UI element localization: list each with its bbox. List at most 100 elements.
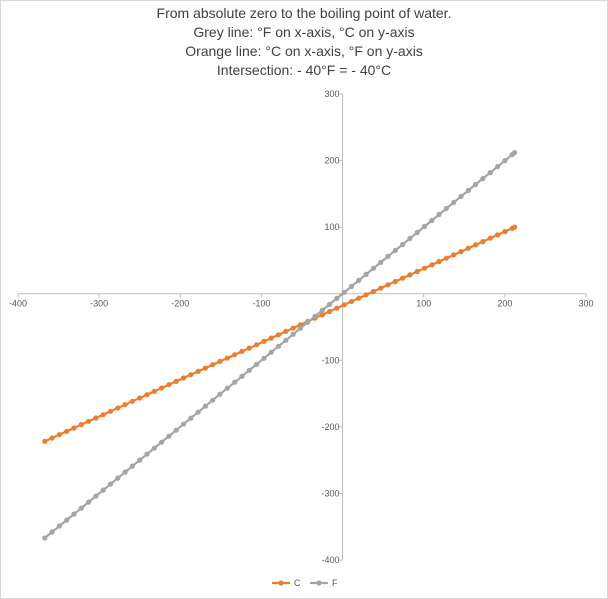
data-point-C [334,305,340,311]
data-point-F [451,199,457,206]
data-point-C [407,272,413,278]
data-point-F [122,469,128,475]
data-point-C [327,308,333,315]
data-point-C [261,338,267,344]
data-point-C [400,275,406,281]
data-point-C [151,388,157,394]
data-point-F [378,259,384,265]
data-point-C [217,358,223,364]
data-point-C [64,428,70,434]
data-point-C [137,395,143,401]
data-point-F [166,433,172,439]
data-point-F [71,511,77,517]
data-point-F [312,313,318,319]
data-point-C [392,278,398,285]
data-point-F [195,409,201,415]
legend-marker-C [278,580,284,586]
data-point-F [414,229,420,236]
y-tick-label: -200 [322,422,340,432]
data-point-C [275,332,282,338]
axes: -400 -300 -200 -100 100 200 300 -400 -300 -200 -10… [9,89,594,565]
data-point-C [421,265,428,271]
data-point-F [436,211,442,218]
data-point-F [400,241,406,248]
title-line-1: From absolute zero to the boiling point … [156,5,452,21]
data-point-C [378,285,384,291]
y-tick-label: 300 [325,89,340,99]
data-point-C [246,345,252,351]
data-point-F [268,349,274,355]
data-point-C [319,312,325,318]
data-point-F [290,331,296,337]
data-point-F [254,361,260,367]
data-point-F [283,337,289,343]
data-point-C [348,298,355,305]
data-point-F [275,343,282,349]
data-point-C [129,398,135,404]
data-point-F [305,319,311,325]
y-tick-label: -400 [322,555,340,565]
data-point-C [480,239,486,245]
data-point-F [341,289,347,295]
data-point-F [232,379,238,385]
data-point-C [385,282,391,288]
title-line-4: Intersection: - 40°F = - 40°C [216,62,392,78]
data-point-C [100,412,106,418]
data-point-F [502,158,508,164]
data-point-C [487,235,493,241]
data-point-F [159,439,165,445]
data-point-F [129,463,135,469]
data-point-C [436,258,442,265]
data-point-F [246,367,252,373]
data-point-C [115,405,121,411]
data-point-C [188,372,194,378]
data-point-C [290,325,296,331]
data-point-F [93,493,99,499]
data-point-F [239,373,245,379]
legend-marker-F [316,580,322,586]
data-point-F [137,457,143,463]
data-point-F [42,535,48,541]
data-point-C [458,249,464,255]
x-tick-label: -100 [252,299,270,309]
data-point-C [42,438,48,444]
data-point-F [144,451,150,457]
data-point-C [370,288,376,295]
data-point-C [511,224,518,230]
data-point-C [232,352,238,358]
data-point-F [327,301,333,307]
data-point-F [487,170,493,176]
data-point-C [502,229,508,235]
data-point-C [159,385,165,391]
data-point-F [473,181,479,188]
data-point-F [370,265,376,271]
data-point-C [495,232,501,238]
data-point-F [297,325,303,331]
data-point-F [107,481,114,487]
data-point-F [188,415,194,421]
data-point-F [261,355,267,361]
x-tick-label: 100 [416,299,431,309]
y-tick-label: 200 [325,156,340,166]
y-tick-label: 100 [325,222,340,232]
x-tick-label: 300 [578,299,593,309]
data-point-F [86,499,92,505]
chart-title: From absolute zero to the boiling point … [0,4,608,80]
data-point-F [100,487,106,493]
data-point-F [217,391,223,397]
data-point-C [78,422,84,428]
data-point-F [511,150,518,156]
data-point-F [495,164,501,170]
data-point-F [78,505,84,511]
data-point-F [392,247,398,253]
data-point-F [385,253,391,259]
data-point-C [173,378,179,384]
data-point-F [465,187,471,194]
data-point-F [319,307,325,313]
data-point-C [473,242,479,248]
data-point-F [49,529,55,535]
data-point-C [180,375,187,381]
